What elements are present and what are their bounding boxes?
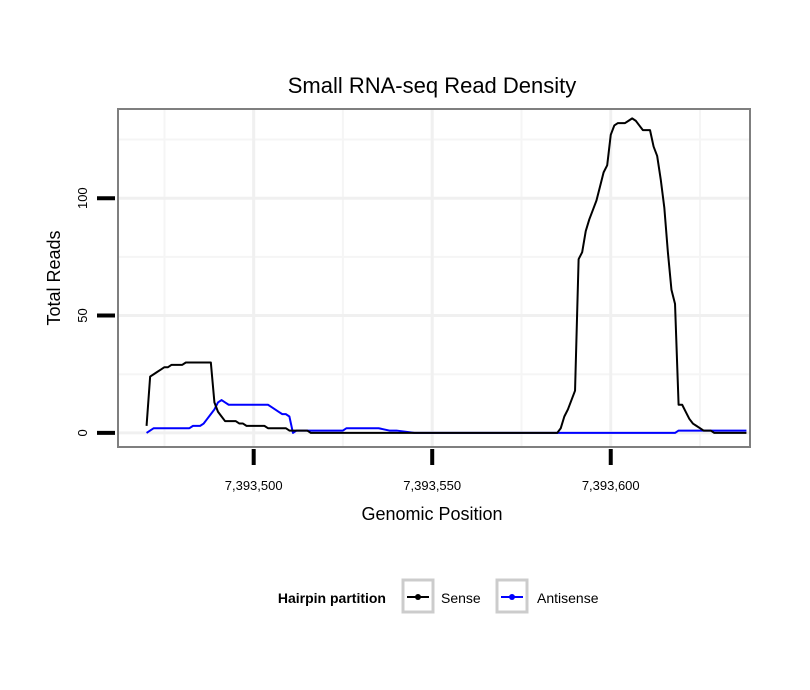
y-tick-label: 50 bbox=[75, 308, 90, 322]
chart-title: Small RNA-seq Read Density bbox=[288, 73, 577, 98]
x-tick-label: 7,393,600 bbox=[582, 478, 640, 493]
legend-key-sense-point bbox=[415, 594, 421, 600]
legend: Hairpin partition Sense Antisense bbox=[278, 578, 599, 614]
series-lines bbox=[145, 117, 747, 434]
x-axis-title: Genomic Position bbox=[361, 504, 502, 524]
y-axis: 0 50 100 bbox=[75, 187, 115, 437]
legend-key-antisense-point bbox=[509, 594, 515, 600]
x-tick-label: 7,393,500 bbox=[225, 478, 283, 493]
y-axis-title: Total Reads bbox=[44, 230, 64, 325]
plot-panel-border bbox=[117, 108, 751, 448]
x-axis: 7,393,500 7,393,550 7,393,600 bbox=[225, 449, 640, 493]
legend-label-antisense: Antisense bbox=[537, 590, 599, 606]
legend-label-sense: Sense bbox=[441, 590, 481, 606]
x-tick-label: 7,393,550 bbox=[403, 478, 461, 493]
series-line-sense bbox=[145, 117, 747, 434]
plot-panel-background bbox=[118, 109, 750, 447]
y-tick-label: 0 bbox=[75, 429, 90, 436]
legend-title: Hairpin partition bbox=[278, 590, 386, 606]
y-tick-label: 100 bbox=[75, 187, 90, 209]
